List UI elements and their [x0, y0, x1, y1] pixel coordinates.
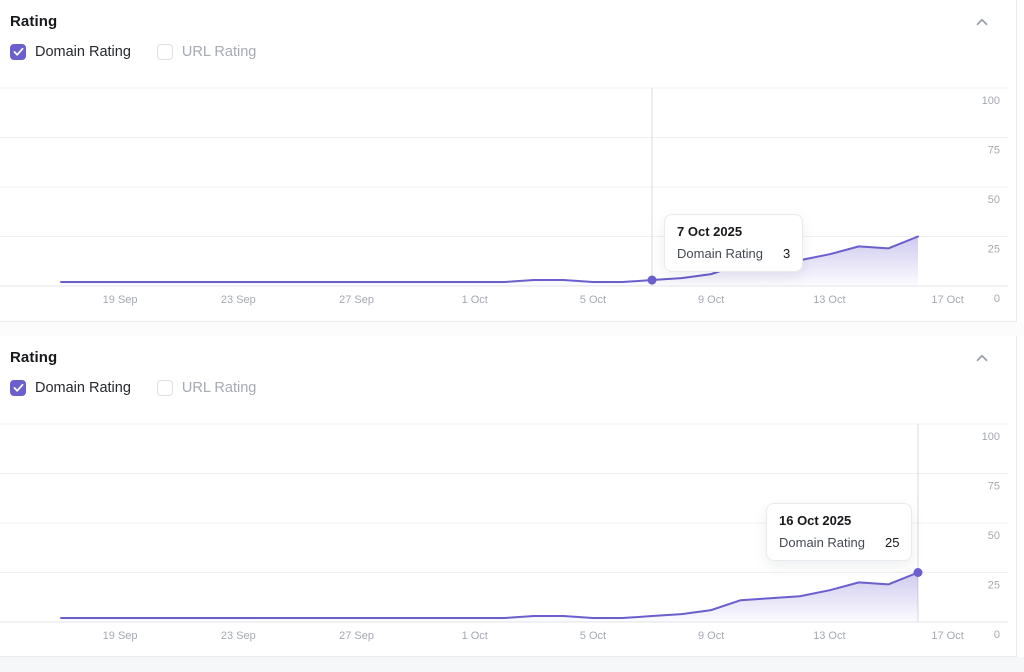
domain-rating-checkbox[interactable]: Domain Rating [10, 44, 131, 60]
domain-rating-area-fill [61, 572, 918, 622]
y-axis-tick-label: 100 [982, 431, 1000, 443]
x-axis-tick-label: 5 Oct [580, 294, 606, 306]
tooltip-series-label: Domain Rating [677, 246, 764, 262]
tooltip-row: Domain Rating 25 [779, 535, 899, 550]
checkbox-unchecked-icon [156, 380, 173, 396]
rating-area-chart-svg: 100 75 50 25 0 19 Sep 23 Sep 27 Sep 1 Oct 5 Oct 9 … [0, 87, 1008, 306]
y-axis-tick-label: 0 [994, 293, 1000, 305]
tooltip-date: 16 Oct 2025 [779, 512, 852, 528]
x-axis-tick-label: 1 Oct [462, 294, 488, 306]
highlighted-data-point[interactable] [647, 275, 657, 285]
domain-rating-area-fill [61, 236, 918, 286]
checkbox-label: URL Rating [181, 44, 257, 60]
y-axis-tick-label: 50 [988, 530, 1000, 542]
collapse-chevron-up-icon[interactable] [972, 348, 992, 368]
x-axis-tick-label: 13 Oct [813, 630, 845, 642]
x-axis-tick-label: 17 Oct [931, 630, 963, 642]
page-background [0, 657, 1024, 672]
y-axis-tick-label: 25 [988, 244, 1000, 256]
tooltip-series-label: Domain Rating [779, 534, 865, 550]
y-axis-tick-label: 75 [988, 481, 1000, 493]
x-axis-tick-label: 23 Sep [221, 294, 256, 306]
x-axis-tick-label: 19 Sep [103, 294, 138, 306]
x-axis-tick-label: 23 Sep [221, 630, 256, 642]
chart-tooltip: 16 Oct 2025 Domain Rating 25 [766, 502, 913, 561]
x-axis-tick-label: 17 Oct [931, 294, 963, 306]
chart-legend: Domain Rating URL Rating [0, 366, 1016, 396]
highlighted-data-point[interactable] [913, 568, 923, 577]
checkbox-checked-icon [10, 380, 26, 396]
checkbox-label: Domain Rating [35, 44, 131, 60]
x-axis-tick-label: 27 Sep [339, 630, 374, 642]
x-axis-tick-label: 27 Sep [339, 294, 374, 306]
chart-tooltip: 7 Oct 2025 Domain Rating 3 [664, 214, 804, 273]
y-axis-tick-label: 25 [988, 580, 1000, 592]
panel-header: Rating [0, 336, 1016, 366]
tooltip-value: 25 [885, 534, 900, 550]
chart-legend: Domain Rating URL Rating [0, 30, 1016, 60]
y-axis-tick-label: 50 [988, 194, 1000, 206]
url-rating-checkbox[interactable]: URL Rating [156, 44, 257, 60]
y-axis-tick-label: 75 [988, 145, 1000, 157]
checkbox-checked-icon [10, 44, 26, 60]
x-axis-tick-label: 19 Sep [103, 630, 138, 642]
rating-panel-2: Rating Domain Rating URL Rating 16 Oct 2… [0, 336, 1017, 657]
domain-rating-line [60, 571, 919, 620]
panel-title: Rating [10, 349, 58, 366]
url-rating-checkbox[interactable]: URL Rating [156, 380, 257, 396]
domain-rating-chart[interactable]: 16 Oct 2025 Domain Rating 25 100 75 50 25 0 1… [0, 416, 1017, 651]
panel-title: Rating [10, 13, 58, 30]
checkbox-label: URL Rating [181, 380, 257, 396]
x-axis-tick-label: 9 Oct [698, 294, 724, 306]
checkbox-label: Domain Rating [35, 380, 131, 396]
tooltip-value: 3 [783, 246, 791, 262]
domain-rating-chart[interactable]: 7 Oct 2025 Domain Rating 3 100 75 50 25 0 19 … [0, 80, 1017, 315]
x-axis-tick-label: 5 Oct [580, 630, 606, 642]
domain-rating-checkbox[interactable]: Domain Rating [10, 380, 131, 396]
collapse-chevron-up-icon[interactable] [972, 12, 992, 32]
x-axis-tick-label: 13 Oct [813, 294, 845, 306]
x-axis-tick-label: 9 Oct [698, 630, 724, 642]
tooltip-row: Domain Rating 3 [677, 246, 790, 261]
checkbox-unchecked-icon [156, 44, 173, 60]
y-axis-tick-label: 100 [982, 95, 1000, 107]
panel-divider [0, 322, 1024, 336]
panel-header: Rating [0, 0, 1016, 30]
x-axis-tick-label: 1 Oct [462, 630, 488, 642]
tooltip-date: 7 Oct 2025 [677, 224, 743, 240]
rating-panel-1: Rating Domain Rating URL Rating 7 Oct 20… [0, 0, 1017, 322]
y-axis-tick-label: 0 [994, 629, 1000, 641]
